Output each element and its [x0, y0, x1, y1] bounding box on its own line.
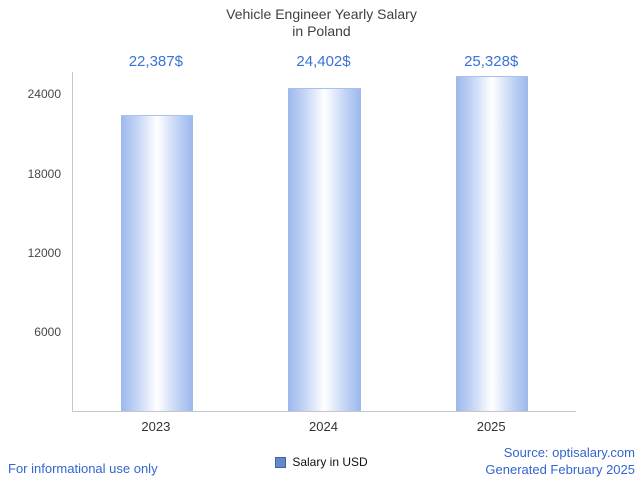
x-axis-label: 2023	[141, 419, 171, 434]
generated-line: Generated February 2025	[485, 462, 635, 477]
source-line: Source: optisalary.com	[503, 445, 635, 460]
footer-disclaimer: For informational use only	[8, 461, 158, 476]
x-axis-label: 2024	[309, 419, 338, 434]
y-axis-tick: 12000	[27, 245, 61, 260]
y-axis: 6000 12000 18000 24000	[0, 72, 66, 411]
x-axis-label: 2025	[476, 419, 506, 434]
chart-title: Vehicle Engineer Yearly Salary in Poland	[0, 6, 643, 40]
chart-title-line2: in Poland	[292, 23, 351, 39]
bar-column	[73, 72, 241, 411]
plot-area	[72, 72, 576, 412]
bar-value-label: 25,328$	[464, 53, 519, 70]
y-axis-tick: 6000	[34, 324, 61, 339]
bar-value-label: 24,402$	[296, 53, 351, 70]
legend-label: Salary in USD	[292, 455, 368, 469]
bar-column	[241, 72, 409, 411]
footer-source: Source: optisalary.com Generated Februar…	[485, 444, 635, 478]
legend-item[interactable]: Salary in USD	[0, 455, 643, 469]
x-axis-label-row: 2023 2024 2025	[72, 419, 575, 434]
legend-swatch-icon	[275, 456, 287, 468]
bar-2024	[288, 88, 361, 411]
bar-value-label: 22,387$	[128, 53, 183, 70]
y-axis-tick: 18000	[27, 166, 61, 181]
value-label-row: 22,387$ 24,402$ 25,328$	[72, 53, 575, 70]
y-axis-tick: 24000	[27, 87, 61, 102]
bar-column	[408, 72, 576, 411]
bar-2025	[456, 75, 529, 411]
bar-2023	[120, 114, 193, 411]
bars-container	[73, 72, 576, 411]
chart-title-line1: Vehicle Engineer Yearly Salary	[226, 6, 417, 22]
